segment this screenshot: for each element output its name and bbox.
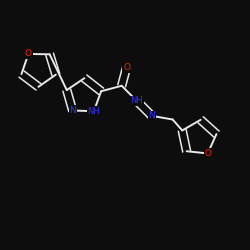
Text: O: O (123, 63, 130, 72)
Text: NH: NH (130, 96, 143, 105)
Text: NH: NH (88, 107, 100, 116)
Text: O: O (204, 149, 211, 158)
Text: O: O (25, 50, 32, 58)
Text: N: N (148, 111, 155, 120)
Text: N: N (69, 106, 76, 115)
